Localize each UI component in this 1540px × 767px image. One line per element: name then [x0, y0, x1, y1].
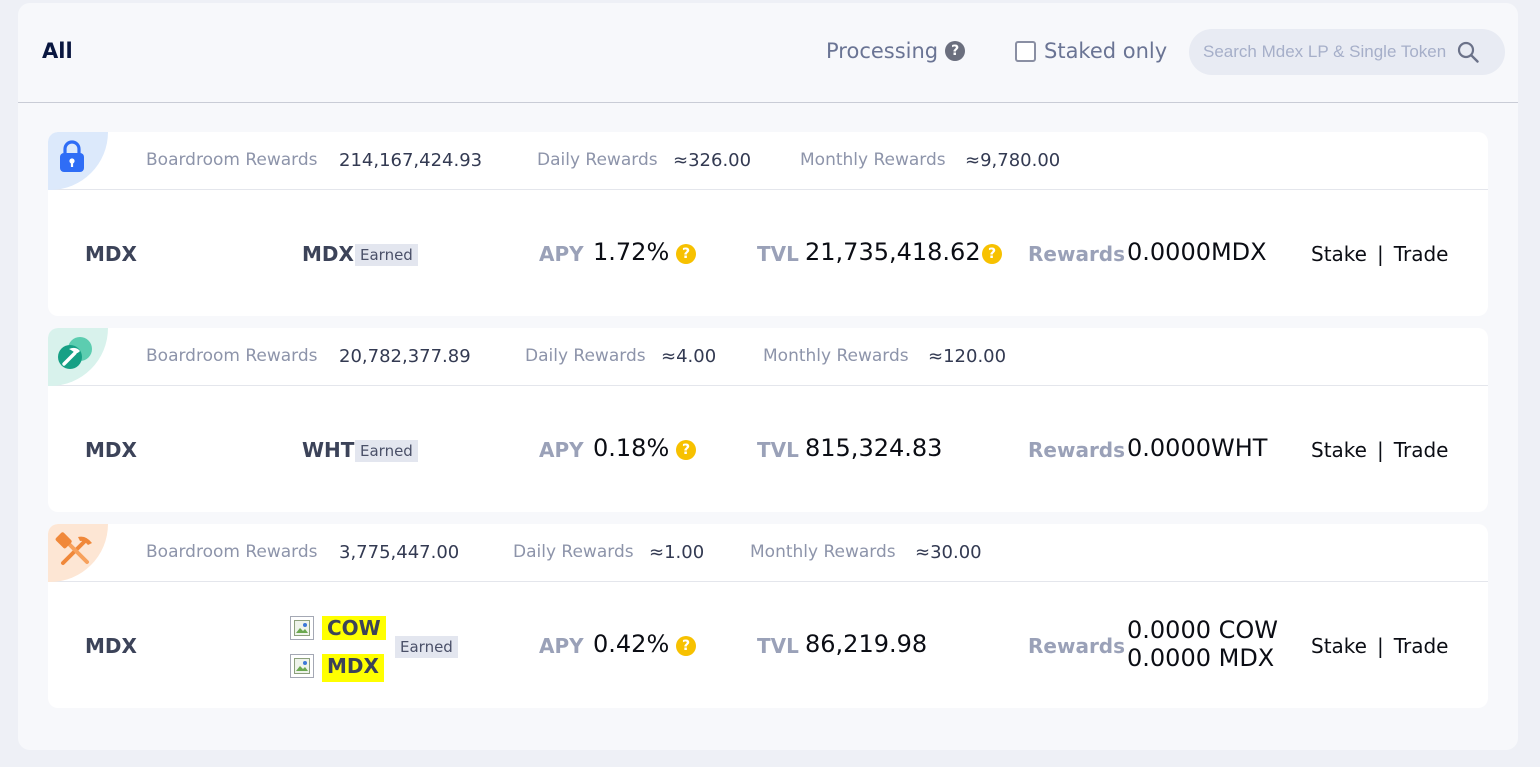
card-actions: Stake | Trade: [1311, 438, 1448, 462]
rewards-label: Rewards: [1028, 242, 1126, 266]
token-image-icon: [290, 654, 314, 678]
boardroom-rewards-value: 3,775,447.00: [339, 542, 460, 563]
rewards-label: Rewards: [1028, 438, 1126, 462]
tab-all[interactable]: All: [42, 39, 73, 63]
processing-label: Processing: [826, 39, 939, 63]
apy-value: 1.72%: [593, 238, 670, 266]
search-icon[interactable]: [1457, 41, 1479, 63]
tvl-label: TVL: [757, 634, 799, 658]
earned-token: MDX: [302, 242, 354, 266]
search-box: [1189, 29, 1505, 75]
token-image-icon: [290, 616, 314, 640]
rewards-value: 0.0000MDX: [1127, 238, 1267, 266]
action-separator: |: [1376, 242, 1384, 266]
earned-token: WHT: [302, 438, 355, 462]
pool-name: MDX: [85, 242, 137, 266]
tvl-help-icon[interactable]: ?: [982, 244, 1002, 264]
rewards-label: Rewards: [1028, 634, 1126, 658]
tvl-value: 86,219.98: [805, 630, 928, 658]
card-actions: Stake | Trade: [1311, 634, 1448, 658]
staked-only-label: Staked only: [1044, 39, 1168, 63]
earned-badge: Earned: [395, 636, 458, 658]
daily-rewards-value: ≈326.00: [673, 150, 752, 171]
monthly-rewards-value: ≈9,780.00: [965, 150, 1061, 171]
monthly-rewards-label: Monthly Rewards: [800, 150, 946, 170]
question-icon[interactable]: ?: [945, 41, 966, 61]
pool-name: MDX: [85, 634, 137, 658]
tvl-value: 21,735,418.62: [805, 238, 981, 266]
monthly-rewards-value: ≈30.00: [915, 542, 982, 563]
daily-rewards-label: Daily Rewards: [513, 542, 634, 562]
daily-rewards-label: Daily Rewards: [525, 346, 646, 366]
trade-link[interactable]: Trade: [1393, 242, 1449, 266]
apy-label: APY: [539, 242, 584, 266]
rewards-value-mdx: 0.0000 MDX: [1127, 644, 1275, 672]
stake-link[interactable]: Stake: [1311, 438, 1367, 462]
earned-badge: Earned: [355, 440, 418, 462]
rewards-value: 0.0000WHT: [1127, 434, 1268, 462]
pickaxe-icon: [58, 337, 92, 369]
action-separator: |: [1376, 634, 1384, 658]
staked-only-checkbox[interactable]: [1015, 40, 1036, 62]
search-input[interactable]: [1203, 39, 1449, 65]
tvl-label: TVL: [757, 242, 799, 266]
apy-help-icon[interactable]: ?: [676, 636, 696, 656]
earned-badge: Earned: [355, 244, 418, 266]
card-stats: Boardroom Rewards 214,167,424.93 Daily R…: [48, 132, 1488, 190]
monthly-rewards-label: Monthly Rewards: [763, 346, 909, 366]
pool-name: MDX: [85, 438, 137, 462]
apy-value: 0.42%: [593, 630, 670, 658]
filter-header: All Processing ? Staked only: [18, 3, 1518, 103]
apy-help-icon[interactable]: ?: [676, 440, 696, 460]
trade-link[interactable]: Trade: [1393, 438, 1449, 462]
apy-value: 0.18%: [593, 434, 670, 462]
apy-label: APY: [539, 634, 584, 658]
monthly-rewards-value: ≈120.00: [928, 346, 1007, 367]
card-stats: Boardroom Rewards 20,782,377.89 Daily Re…: [48, 328, 1488, 386]
daily-rewards-label: Daily Rewards: [537, 150, 658, 170]
tvl-value: 815,324.83: [805, 434, 943, 462]
card-corner: [48, 328, 108, 386]
tvl-label: TVL: [757, 438, 799, 462]
boardroom-rewards-value: 214,167,424.93: [339, 150, 483, 171]
rewards-value-cow: 0.0000 COW: [1127, 616, 1278, 644]
apy-label: APY: [539, 438, 584, 462]
boardroom-rewards-label: Boardroom Rewards: [146, 542, 318, 562]
stake-link[interactable]: Stake: [1311, 242, 1367, 266]
boardroom-rewards-label: Boardroom Rewards: [146, 346, 318, 366]
lock-icon: [60, 140, 84, 172]
processing-filter[interactable]: Processing ?: [826, 39, 966, 63]
boardroom-card: Boardroom Rewards 3,775,447.00 Daily Rew…: [48, 524, 1488, 708]
farms-panel: All Processing ? Staked only: [18, 3, 1518, 750]
boardroom-rewards-label: Boardroom Rewards: [146, 150, 318, 170]
card-corner: [48, 524, 108, 582]
apy-help-icon[interactable]: ?: [676, 244, 696, 264]
earned-token-cow: COW: [322, 616, 386, 640]
card-stats: Boardroom Rewards 3,775,447.00 Daily Rew…: [48, 524, 1488, 582]
staked-only-toggle[interactable]: Staked only: [1015, 39, 1167, 63]
card-actions: Stake | Trade: [1311, 242, 1448, 266]
stake-link[interactable]: Stake: [1311, 634, 1367, 658]
daily-rewards-value: ≈4.00: [661, 346, 717, 367]
hammer-pickaxe-icon: [55, 532, 92, 565]
card-corner: [48, 132, 108, 190]
earned-token-mdx: MDX: [322, 654, 384, 682]
action-separator: |: [1376, 438, 1384, 462]
boardroom-card: Boardroom Rewards 214,167,424.93 Daily R…: [48, 132, 1488, 316]
daily-rewards-value: ≈1.00: [649, 542, 705, 563]
trade-link[interactable]: Trade: [1393, 634, 1449, 658]
boardroom-rewards-value: 20,782,377.89: [339, 346, 471, 367]
monthly-rewards-label: Monthly Rewards: [750, 542, 896, 562]
boardroom-card: Boardroom Rewards 20,782,377.89 Daily Re…: [48, 328, 1488, 512]
